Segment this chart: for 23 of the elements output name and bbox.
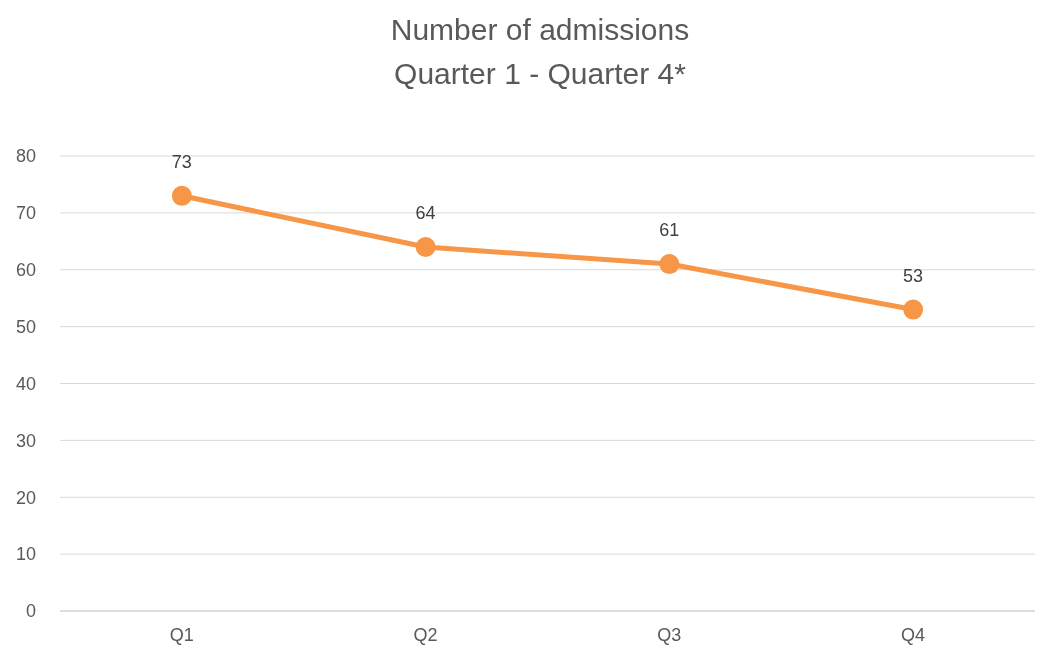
point xyxy=(903,299,924,320)
data-label: 53 xyxy=(903,265,924,286)
point xyxy=(659,254,680,275)
x-tick-label: Q4 xyxy=(901,625,926,645)
y-tick-label: 40 xyxy=(15,373,36,394)
data-label: 73 xyxy=(171,151,192,172)
y-tick-label: 80 xyxy=(15,146,36,167)
point xyxy=(415,237,436,257)
y-tick-label: 0 xyxy=(25,601,36,622)
y-tick-label: 30 xyxy=(15,430,36,451)
x-tick-label: Q3 xyxy=(657,625,682,645)
x-tick-label: Q2 xyxy=(413,625,438,645)
y-tick-label: 70 xyxy=(15,203,36,224)
y-tick-label: 10 xyxy=(15,544,36,565)
x-tick-label: Q1 xyxy=(169,625,194,645)
y-tick-label: 60 xyxy=(15,260,36,281)
point xyxy=(171,185,192,206)
y-tick-label: 20 xyxy=(15,487,36,508)
data-label: 64 xyxy=(415,203,436,223)
chart-title: Number of admissions xyxy=(390,13,690,46)
data-label: 61 xyxy=(659,220,680,241)
chart-subtitle: Quarter 1 - Quarter 4* xyxy=(394,57,687,90)
y-tick-label: 50 xyxy=(15,316,36,337)
